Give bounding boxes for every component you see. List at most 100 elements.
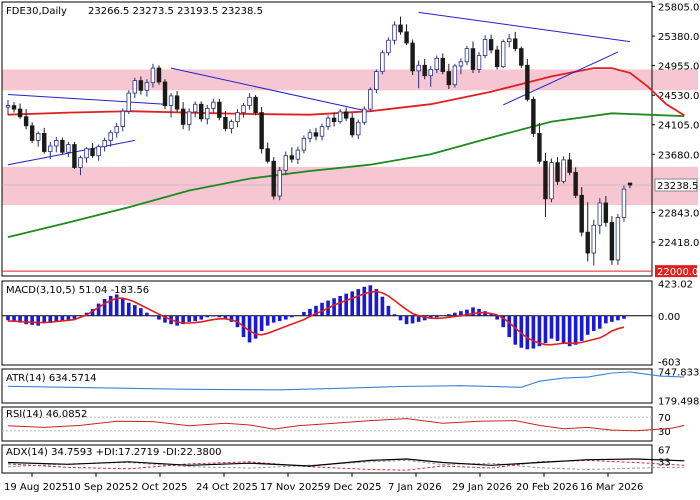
candle-body	[235, 112, 240, 123]
macd-bar	[102, 299, 107, 316]
candle-body	[90, 148, 95, 157]
candle-body	[368, 89, 373, 110]
macd-bar	[362, 286, 367, 316]
candle-body	[597, 202, 603, 226]
macd-bar	[271, 315, 276, 323]
macd-bar	[434, 315, 439, 318]
candle-body	[60, 139, 65, 153]
adx-label: ADX(14) 34.7593 +DI:17.2719 -DI:22.3800	[6, 447, 222, 458]
candle-body	[446, 71, 452, 86]
macd-panel: 423.02 0.00 -603	[2, 280, 693, 369]
macd-bar	[525, 315, 530, 350]
date-label: 29 Jan 2026	[452, 482, 512, 493]
macd-bar	[579, 315, 584, 341]
macd-bar	[193, 315, 198, 322]
candle-body	[29, 125, 35, 141]
candlesticks	[5, 16, 633, 266]
macd-bar	[531, 315, 536, 349]
trendline-3	[418, 11, 631, 43]
macd-bar	[567, 315, 572, 347]
macd-bar	[48, 315, 53, 323]
trendline-0	[7, 94, 166, 105]
candle-body	[434, 57, 439, 70]
macd-bar	[6, 315, 10, 321]
macd-bar	[622, 315, 626, 319]
candle-body	[23, 116, 29, 127]
candle-body	[120, 110, 125, 127]
rsi-label: RSI(14) 46.0852	[6, 409, 87, 420]
candle-body	[603, 202, 609, 223]
candle-body	[5, 105, 11, 108]
candle-body	[192, 103, 198, 113]
macd-bar	[410, 315, 415, 324]
candle-body	[271, 160, 276, 197]
macd-bar	[90, 308, 95, 316]
candle-body	[247, 96, 252, 107]
candle-body	[374, 71, 379, 91]
macd-bar	[205, 315, 210, 318]
macd-bar	[459, 311, 463, 316]
price-tick-label: 23680.0	[658, 150, 699, 161]
macd-bar	[471, 307, 475, 316]
atr-tick-label: 179.4985	[658, 397, 700, 408]
candle-body	[211, 101, 216, 109]
macd-bar	[392, 314, 397, 316]
macd-bar	[604, 315, 608, 324]
price-tick-label: 22418.0	[658, 238, 699, 249]
candle-body	[78, 157, 83, 168]
candle-body	[494, 49, 500, 68]
candle-body	[66, 144, 71, 153]
macd-bar	[108, 295, 113, 316]
candle-body	[531, 98, 536, 134]
candle-body	[35, 133, 41, 141]
candle-body	[17, 108, 23, 118]
macd-bar	[350, 291, 355, 316]
adx-tick-label: 67	[658, 446, 671, 457]
candle-body	[277, 169, 282, 197]
macd-bar	[616, 315, 620, 321]
candle-body	[627, 182, 633, 186]
candle-body	[283, 155, 288, 171]
candle-body	[102, 139, 107, 148]
trendlines	[7, 11, 631, 166]
candle-body	[362, 108, 367, 123]
macd-bar	[145, 312, 149, 316]
macd-bar	[157, 315, 161, 320]
candle-body	[186, 111, 192, 125]
candle-body	[54, 139, 59, 147]
macd-bar	[290, 315, 294, 318]
atr-line	[7, 371, 685, 391]
ohlc-header: 23266.5 23273.5 23193.5 23238.5	[88, 6, 263, 17]
moving-averages	[7, 67, 685, 238]
macd-bar	[338, 295, 342, 316]
candle-body	[476, 55, 482, 70]
panel-frame-3	[1, 406, 653, 442]
macd-bar	[277, 315, 282, 322]
date-label: 19 Aug 2025	[4, 482, 68, 493]
macd-tick-label: 423.02	[658, 280, 693, 291]
candle-body	[241, 105, 246, 113]
last-price-label: 23238.5	[657, 181, 698, 192]
candle-body	[289, 155, 295, 160]
macd-bar	[447, 314, 451, 316]
candle-body	[525, 64, 530, 100]
candle-body	[48, 145, 53, 152]
marker-price-label: 22000.0	[657, 267, 698, 278]
macd-bar	[585, 315, 590, 335]
candle-body	[561, 159, 566, 182]
price-tick-label: 25380.0	[658, 32, 699, 43]
macd-bar	[573, 315, 578, 345]
macd-bar	[513, 315, 518, 345]
price-tick-label: 25805.0	[658, 3, 699, 14]
trendline-1	[7, 139, 135, 166]
candle-body	[337, 111, 343, 123]
macd-bar	[368, 285, 373, 316]
trendline-2	[170, 67, 365, 111]
date-label: 17 Nov 2025	[260, 482, 324, 493]
candle-body	[513, 38, 518, 49]
candle-body	[84, 148, 89, 159]
resistance-zones	[2, 69, 698, 206]
candle-body	[549, 162, 554, 200]
candle-body	[356, 121, 361, 136]
